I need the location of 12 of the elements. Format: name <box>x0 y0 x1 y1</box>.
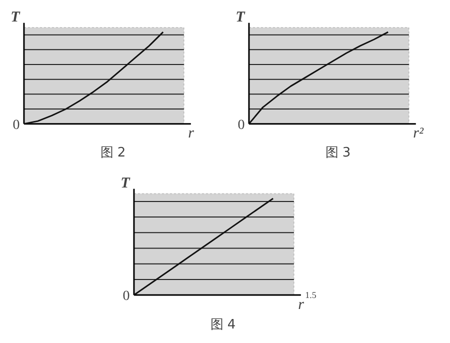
x-axis-title: r² <box>413 126 424 142</box>
y-axis-title: T <box>120 176 131 192</box>
x-axis-title: r <box>188 126 194 142</box>
text: 0 <box>12 118 20 133</box>
text: 图 3 <box>325 146 351 160</box>
y-axis-title: T <box>10 10 21 26</box>
x-axis-title: r1.5 <box>298 290 317 313</box>
y-axis-title: T <box>236 10 246 26</box>
text: 图 4 <box>210 318 236 332</box>
text: 0 <box>238 118 245 133</box>
text: 0 <box>122 289 130 304</box>
text: 图 2 <box>100 146 126 160</box>
